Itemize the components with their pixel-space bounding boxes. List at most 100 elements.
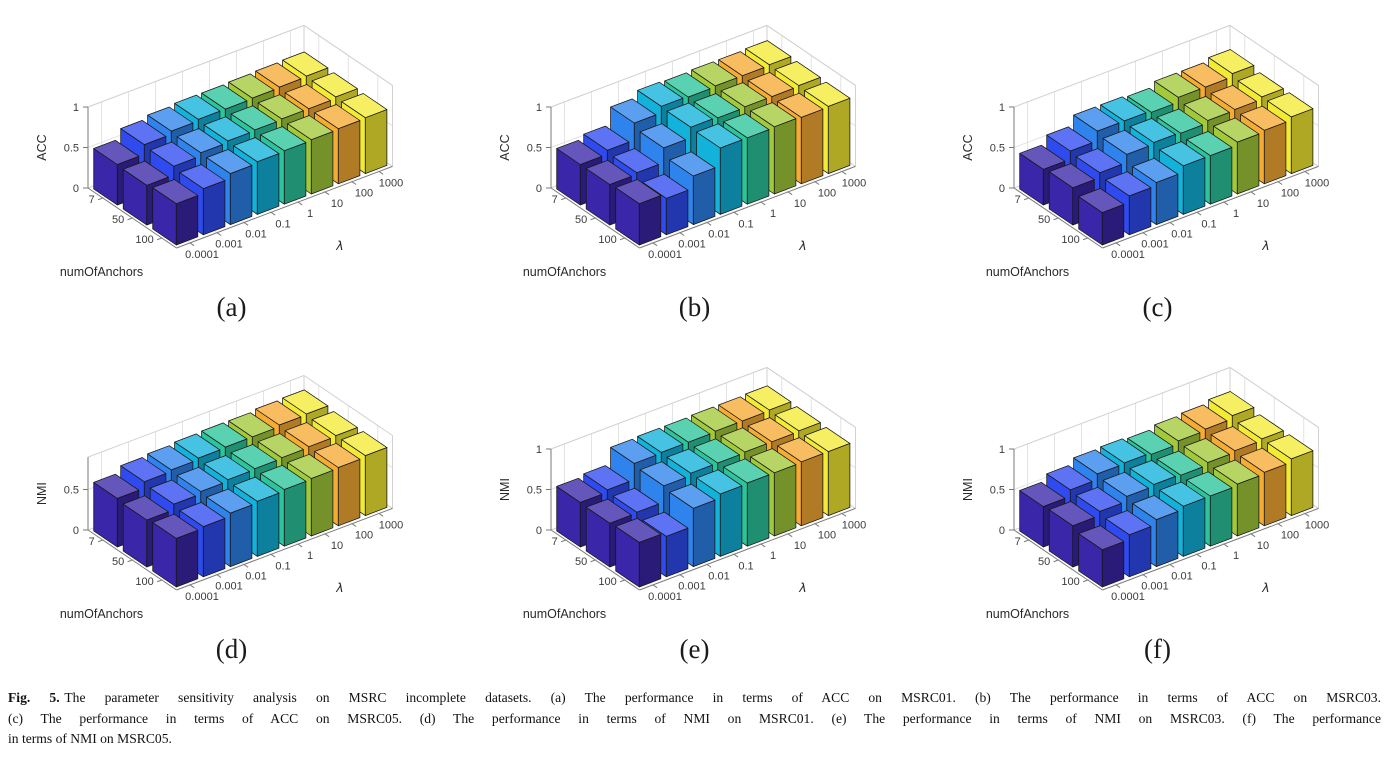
axis-text: 0.5 <box>990 485 1005 497</box>
axis-text: 0.001 <box>678 581 706 593</box>
bar-face-front <box>1155 173 1179 225</box>
axis-text: 1000 <box>379 520 403 532</box>
axis-line <box>590 559 596 563</box>
bar-face-top <box>284 422 331 448</box>
axis-line <box>1023 539 1029 543</box>
bar-face-top <box>287 115 334 141</box>
axis-line <box>87 375 305 458</box>
bar-face-front <box>800 108 824 185</box>
axis-text: 0.0001 <box>1111 249 1145 261</box>
axis-text: 10 <box>1257 198 1269 210</box>
bar-face-front <box>746 474 770 547</box>
bar-face-top <box>1019 481 1066 507</box>
bar-face-top <box>639 461 686 487</box>
bar-face-front <box>283 142 307 205</box>
bar-face-top <box>1132 495 1179 520</box>
axis-line <box>243 222 249 226</box>
axis-line <box>270 553 276 558</box>
axis-text: 0.001 <box>678 239 706 251</box>
axis-text: 100 <box>1281 530 1299 542</box>
axis-text: λ <box>335 580 343 595</box>
axis-text: 0 <box>536 183 542 195</box>
bar-face-front <box>1263 121 1287 185</box>
panel-a: 0 0.5 1 ACC 0.0001 0.001 0.01 0.1 1 10 100 1000 λ 7 50… <box>0 12 463 344</box>
panel-label-e: (e) <box>679 634 710 664</box>
axis-text: 0.1 <box>738 218 753 230</box>
bar-face-front <box>202 180 226 236</box>
axis-text: 100 <box>818 530 836 542</box>
axis-line <box>1142 232 1148 236</box>
axis-line <box>787 533 793 538</box>
bar-face-top <box>230 105 277 131</box>
bar-face-top <box>282 51 329 77</box>
axis-line <box>639 165 856 249</box>
axis-text: 1 <box>999 444 1005 456</box>
axis-line <box>760 543 766 548</box>
axis-text: 0.1 <box>275 560 290 572</box>
axis-line <box>733 553 739 558</box>
bar-face-front <box>800 453 824 527</box>
axis-text: 100 <box>135 576 153 588</box>
bar-face-top <box>556 477 603 503</box>
axis-text: ACC <box>961 134 975 160</box>
axis-text: λ <box>798 238 806 253</box>
axis-text: numOfAnchors <box>986 265 1069 279</box>
axis-line <box>766 366 856 428</box>
axis-line <box>156 579 162 583</box>
bar-face-front <box>202 518 226 578</box>
axis-line <box>176 165 393 249</box>
axis-text: 1 <box>999 102 1005 114</box>
bar-face-front <box>310 131 334 195</box>
bar-face-top <box>1078 525 1125 551</box>
bar-face-top <box>1267 92 1314 118</box>
bar-face-front <box>638 195 662 246</box>
axis-text: NMI <box>35 482 49 505</box>
bar-face-top <box>718 51 765 77</box>
bar-face-top <box>642 511 689 537</box>
axis-text: 10 <box>331 540 343 552</box>
bar-face-top <box>287 453 334 479</box>
axis-text: 0.01 <box>1171 571 1192 583</box>
bar-face-top <box>615 179 662 205</box>
bar-face-top <box>1127 429 1174 455</box>
axis-line <box>1229 24 1319 86</box>
bar-face-top <box>612 487 659 513</box>
bar-face-front <box>773 464 797 537</box>
panel-f: 0 0.5 1 NMI 0.0001 0.001 0.01 0.1 1 10 100 1000 λ 7 50… <box>926 354 1389 686</box>
axis-text: 1 <box>307 208 313 220</box>
bar-face-top <box>1078 188 1125 213</box>
bar-face-front <box>827 97 851 174</box>
bar-face-top <box>774 61 821 86</box>
bar-face-top <box>206 488 253 514</box>
bar-face-top <box>585 159 632 185</box>
bar-face-top <box>122 160 169 186</box>
axis-text: λ <box>798 580 806 595</box>
bar-face-front <box>229 165 253 225</box>
bar-face-top <box>203 455 250 481</box>
axis-line <box>1082 237 1088 241</box>
axis-text: 7 <box>89 194 95 206</box>
bar-face-front <box>692 167 716 225</box>
axis-line <box>679 574 685 578</box>
axis-text: 1000 <box>842 520 866 532</box>
bar-face-front <box>1290 108 1314 174</box>
axis-text: 0.0001 <box>648 249 682 261</box>
axis-line <box>303 24 393 86</box>
bar-face-top <box>777 437 824 463</box>
bar-face-top <box>583 125 630 151</box>
axis-text: 0 <box>999 183 1005 195</box>
bar-face-top <box>201 84 248 110</box>
bar-face-top <box>696 469 743 495</box>
axis-text: 50 <box>1038 214 1050 226</box>
bar-face-top <box>1075 148 1122 174</box>
axis-text: 1000 <box>379 178 403 190</box>
bar-face-top <box>664 72 711 98</box>
axis-text: 0.01 <box>1171 229 1192 241</box>
axis-line <box>1013 366 1231 450</box>
bar-face-front <box>1128 526 1152 578</box>
axis-text: 50 <box>575 556 587 568</box>
axis-line <box>560 539 566 543</box>
axis-line <box>1304 513 1310 517</box>
